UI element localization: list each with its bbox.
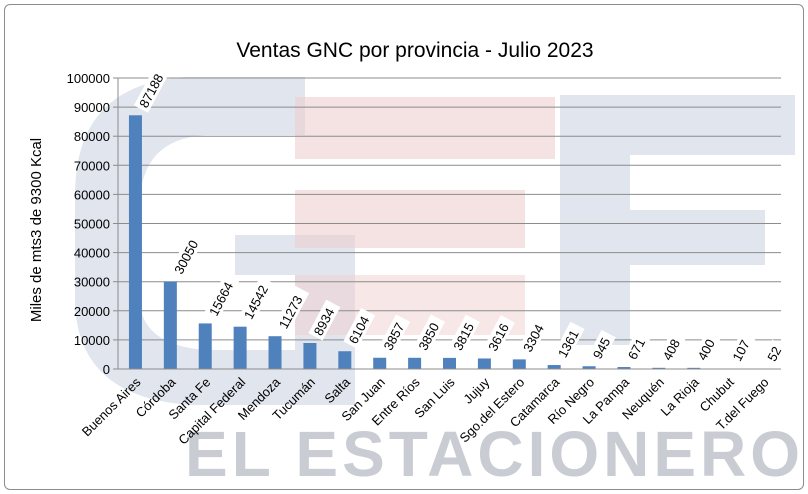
data-label-box	[413, 314, 446, 356]
data-label-group: 408	[657, 331, 686, 366]
bar	[373, 357, 387, 369]
watermark-f-shape	[560, 95, 795, 345]
y-tick-label: 10000	[74, 333, 110, 348]
bar	[512, 359, 526, 369]
bar	[338, 351, 352, 369]
x-tick-label: La Rioja	[658, 374, 703, 419]
y-tick-label: 50000	[74, 217, 110, 232]
bar	[617, 367, 631, 369]
y-tick-label: 100000	[67, 71, 110, 86]
data-label: 30050	[171, 238, 201, 277]
y-tick-label: 90000	[74, 100, 110, 115]
data-label-box	[238, 276, 275, 325]
axes	[117, 78, 781, 370]
bar	[408, 357, 422, 369]
data-label-box	[622, 330, 651, 365]
data-label-box	[552, 321, 585, 363]
data-label-box	[168, 231, 205, 280]
bar	[198, 323, 212, 369]
bar	[477, 358, 491, 369]
data-label-box	[447, 314, 480, 356]
data-label-box	[657, 331, 686, 366]
data-label-group: 30050	[168, 231, 205, 280]
data-label-box	[482, 315, 515, 357]
data-label-box	[762, 339, 787, 367]
data-label-box	[692, 331, 721, 366]
y-tick-label: 80000	[74, 129, 110, 144]
gridlines	[113, 77, 781, 370]
bar	[547, 365, 561, 369]
y-tick-label: 0	[103, 362, 110, 377]
data-label-box	[517, 315, 550, 358]
bar	[687, 367, 701, 369]
bar	[268, 336, 282, 369]
watermark-logo	[75, 77, 795, 405]
y-tick-label: 20000	[74, 304, 110, 319]
data-label: 14542	[241, 283, 271, 322]
y-tick-label: 30000	[74, 275, 110, 290]
data-label-group: 52	[762, 339, 787, 367]
bars	[128, 115, 771, 370]
data-label-box	[587, 329, 616, 364]
data-label-box	[727, 332, 756, 367]
data-label-box	[203, 272, 240, 322]
y-axis-label: Miles de mts3 de 9300 Kcal	[28, 138, 45, 322]
bar-chart: Ventas GNC por provincia - Julio 2023 Mi…	[28, 39, 795, 447]
data-label-group: 15664	[203, 272, 240, 322]
bar	[582, 366, 596, 369]
bar	[443, 357, 456, 369]
watermark-red-bar-mid	[295, 190, 525, 248]
y-tick-label: 40000	[74, 246, 110, 261]
bar	[303, 343, 317, 369]
y-tick-label: 70000	[74, 158, 110, 173]
data-label-box	[273, 285, 310, 334]
bar	[128, 115, 142, 369]
bar	[163, 281, 177, 369]
data-label: 15664	[206, 279, 236, 318]
bar	[233, 326, 247, 369]
data-label: 52	[764, 344, 784, 364]
watermark-g-shape	[75, 77, 355, 405]
data-label-group: 107	[727, 332, 756, 367]
data-label-group: 14542	[238, 276, 275, 325]
y-tick-labels: 0 10000 20000 30000 40000 50000 60000 70000 8000…	[67, 71, 110, 377]
data-label-box	[378, 314, 411, 356]
data-label-box	[308, 299, 341, 341]
x-tick-label: Buenos Aires	[79, 374, 144, 439]
bar	[652, 367, 666, 369]
chart-frame: EL ESTACIONERO Ventas GNC por provincia …	[4, 4, 804, 490]
watermark-red-bar-top	[295, 97, 555, 159]
data-label-group: 400	[692, 331, 721, 366]
chart-title: Ventas GNC por provincia - Julio 2023	[236, 39, 593, 62]
y-tick-label: 60000	[74, 187, 110, 202]
data-label-box	[343, 307, 376, 349]
watermark-brand-text: EL ESTACIONERO	[185, 418, 804, 490]
data-label-box	[133, 64, 170, 113]
x-tick-label: Jujuy	[460, 374, 492, 406]
